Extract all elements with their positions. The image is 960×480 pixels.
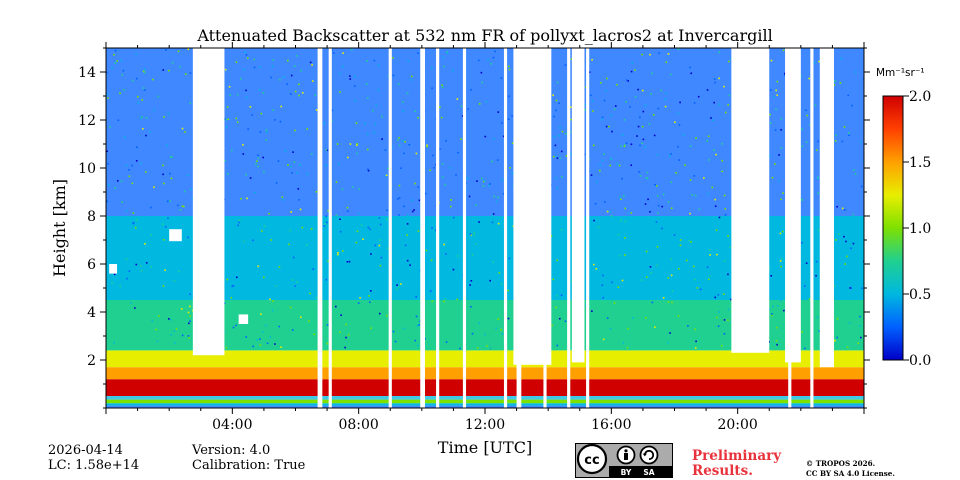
data-gap-8 (543, 48, 547, 408)
footer-date: 2026-04-14 (48, 443, 123, 458)
backscatter-band-5 (106, 367, 864, 380)
copyright-line-1: © TROPOS 2026. (806, 459, 876, 468)
cloud-patch-1 (238, 314, 249, 324)
copyright-notice: © TROPOS 2026. CC BY SA 4.0 License. (806, 459, 895, 479)
data-gap-6 (503, 48, 508, 408)
x-axis: 04:00 08:00 12:00 16:00 20:00 (105, 42, 865, 433)
share-alike-icon (639, 445, 659, 465)
clear-period-5 (819, 48, 834, 368)
y-axis-label: Height [km] (50, 179, 69, 277)
clear-period-3 (731, 48, 770, 353)
heatmap-area (106, 48, 864, 408)
data-gap-12 (810, 48, 814, 408)
preliminary-notice: Preliminary Results. (692, 449, 781, 479)
clear-period-2 (571, 48, 585, 363)
data-gap-0 (317, 48, 323, 408)
backscatter-band-2 (106, 399, 864, 404)
x-tick-label: 08:00 (338, 417, 378, 433)
y-tick-label: 2 (87, 353, 96, 369)
footer-meta-left: 2026-04-14 LC: 1.58e+14 (48, 443, 139, 473)
y-tick-label: 12 (78, 113, 96, 129)
cc-by-label: BY (621, 468, 632, 477)
backscatter-band-1 (106, 403, 864, 406)
y-tick-label: 4 (87, 305, 96, 321)
y-tick-label: 10 (78, 161, 96, 177)
footer-meta-right: Version: 4.0 Calibration: True (192, 443, 305, 473)
cloud-patch-2 (109, 264, 118, 274)
clear-period-4 (785, 48, 801, 363)
backscatter-band-3 (106, 396, 864, 400)
data-gap-4 (436, 48, 440, 408)
data-gap-9 (567, 48, 571, 408)
x-tick-label: 04:00 (212, 417, 252, 433)
backscatter-band-6 (106, 350, 864, 368)
colorbar-unit-label: Mm⁻¹sr⁻¹ (876, 67, 925, 79)
cc-license-badge: cc BY SA (575, 443, 673, 478)
footer-version: Version: 4.0 (192, 443, 271, 458)
cloud-patch-0 (169, 229, 182, 242)
preliminary-line-2: Results. (692, 463, 753, 479)
data-gap-1 (328, 48, 332, 408)
backscatter-band-0 (106, 405, 864, 408)
colorbar-axis: 0.0 0.5 1.0 1.5 2.0 (903, 89, 931, 369)
footer-lc: LC: 1.58e+14 (48, 458, 140, 473)
y-tick-label: 14 (78, 65, 96, 81)
x-tick-label: 20:00 (717, 417, 757, 433)
x-tick-label: 16:00 (591, 417, 631, 433)
data-gap-11 (788, 48, 792, 408)
colorbar-tick-label: 1.5 (909, 155, 931, 171)
data-gap-2 (388, 48, 392, 408)
copyright-line-2: CC BY SA 4.0 License. (806, 469, 895, 478)
y-axis: 2 4 6 8 10 12 14 (78, 47, 870, 409)
preliminary-line-1: Preliminary (692, 448, 782, 464)
colorbar-tick-label: 0.5 (909, 287, 931, 303)
data-gap-3 (420, 48, 425, 408)
svg-text:cc: cc (584, 453, 599, 468)
colorbar-tick-label: 2.0 (909, 89, 931, 105)
x-axis-label: Time [UTC] (438, 438, 532, 457)
y-tick-label: 6 (87, 257, 96, 273)
cc-sa-label: SA (643, 468, 654, 477)
colorbar (882, 95, 904, 361)
data-gap-10 (586, 48, 590, 408)
data-gap-5 (462, 48, 467, 408)
data-gap-7 (516, 48, 522, 408)
chart-title: Attenuated Backscatter at 532 nm FR of p… (196, 26, 772, 45)
cc-icon (576, 443, 608, 475)
colorbar-tick-label: 1.0 (909, 221, 931, 237)
clear-period-0 (192, 48, 225, 356)
backscatter-band-4 (106, 379, 864, 396)
x-tick-label: 12:00 (465, 417, 505, 433)
colorbar-tick-label: 0.0 (909, 353, 931, 369)
y-tick-label: 8 (87, 209, 96, 225)
footer-calibration: Calibration: True (192, 458, 306, 473)
